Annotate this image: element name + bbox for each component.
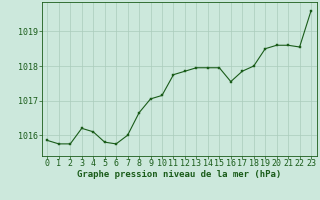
X-axis label: Graphe pression niveau de la mer (hPa): Graphe pression niveau de la mer (hPa): [77, 170, 281, 179]
